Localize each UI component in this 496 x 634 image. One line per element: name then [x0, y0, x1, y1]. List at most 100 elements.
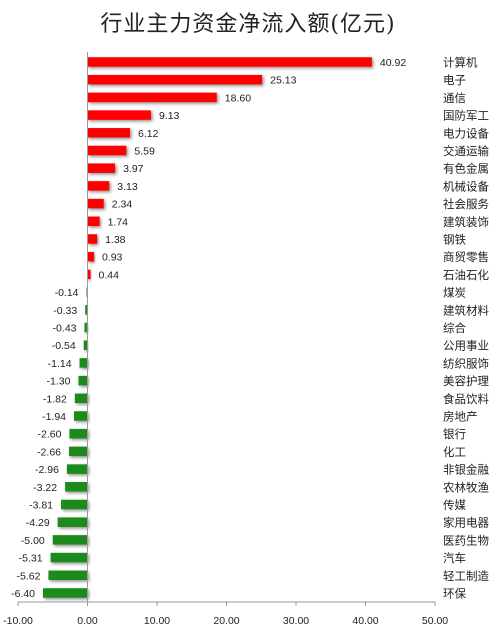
- category-label: 环保: [443, 587, 466, 601]
- value-label: 5.59: [134, 146, 155, 158]
- category-label: 机械设备: [443, 179, 489, 193]
- bar-传媒: [61, 499, 88, 510]
- bar-建筑装饰: [87, 216, 100, 227]
- category-label: 公用事业: [443, 340, 489, 353]
- value-label: 1.74: [108, 216, 129, 228]
- value-label: -1.82: [43, 393, 67, 405]
- bar-化工: [69, 446, 88, 457]
- category-label: 电子: [443, 74, 466, 87]
- value-label: -1.14: [48, 358, 72, 370]
- bar-非银金融: [66, 464, 88, 474]
- bar-综合: [84, 322, 88, 333]
- bar-交通运输: [87, 145, 127, 156]
- category-label: 传媒: [443, 498, 466, 512]
- value-label: -2.60: [37, 429, 61, 441]
- category-label: 有色金属: [443, 162, 489, 176]
- value-label: -6.40: [11, 588, 35, 600]
- bar-美容护理: [78, 375, 88, 386]
- value-label: -1.30: [47, 376, 71, 388]
- value-label: 3.97: [123, 163, 144, 175]
- bar-社会服务: [87, 198, 104, 209]
- category-label: 交通运输: [443, 144, 489, 158]
- value-label: 0.44: [99, 269, 120, 281]
- value-label: 0.93: [102, 252, 123, 264]
- bar-医药生物: [52, 535, 88, 545]
- x-axis: -10.00 0.00 10.00 20.00 30.00 40.00 50.00: [3, 52, 448, 627]
- chart-title: 行业主力资金净流入额(亿元): [100, 12, 396, 37]
- x-tick-label: 30.00: [283, 615, 309, 627]
- value-labels-group: 40.92 25.13 18.60 9.136.12 5.59 3.97 3.13 2.34 1…: [11, 57, 406, 600]
- category-label: 美容护理: [443, 374, 489, 388]
- bar-公用事业: [83, 340, 88, 350]
- category-label: 钢铁: [443, 234, 466, 247]
- category-label: 食品饮料: [443, 392, 489, 406]
- category-label: 家用电器: [443, 516, 489, 530]
- category-label: 汽车: [443, 551, 466, 565]
- bar-电力设备: [87, 128, 131, 138]
- bar-食品饮料: [74, 393, 88, 404]
- category-labels-group: 计算机电子通信国防军工电力设备交通运输有色金属机械设备社会服务建筑装饰钢铁商贸零…: [443, 56, 489, 601]
- bar-石油石化: [87, 269, 91, 280]
- bar-商贸零售: [87, 251, 94, 262]
- bar-有色金属: [87, 163, 116, 173]
- x-tick-label: 50.00: [422, 615, 448, 627]
- value-label: -2.66: [37, 446, 61, 458]
- bar-电子: [87, 74, 263, 85]
- value-label: -5.62: [17, 570, 41, 582]
- category-label: 商贸零售: [443, 250, 489, 264]
- x-tick-label: 40.00: [352, 615, 378, 627]
- category-label: 建筑装饰: [443, 215, 489, 229]
- value-label: -0.43: [53, 323, 77, 335]
- category-label: 轻工制造: [443, 569, 489, 583]
- bar-轻工制造: [48, 570, 88, 581]
- x-tick-label: 20.00: [213, 615, 239, 627]
- category-label: 国防军工: [443, 109, 489, 123]
- value-label: 9.13: [159, 110, 180, 122]
- bar-农林牧渔: [65, 482, 88, 492]
- category-label: 化工: [443, 445, 466, 459]
- bar-纺织服饰: [79, 358, 88, 368]
- category-label: 农林牧渔: [443, 480, 489, 494]
- value-label: -5.00: [21, 535, 45, 547]
- bar-银行: [69, 428, 88, 439]
- x-tick-label: 10.00: [144, 615, 170, 627]
- value-label: 6.12: [138, 128, 159, 140]
- value-label: -3.81: [29, 500, 53, 512]
- bar-环保: [43, 588, 88, 598]
- value-label: 40.92: [380, 57, 406, 69]
- category-label: 医药生物: [443, 533, 489, 547]
- x-tick-label: -10.00: [3, 615, 33, 627]
- category-label: 电力设备: [443, 126, 489, 140]
- category-label: 通信: [443, 92, 466, 105]
- category-label: 房地产: [443, 410, 478, 424]
- value-label: -3.22: [33, 482, 57, 494]
- value-label: -0.14: [55, 287, 79, 299]
- bar-通信: [87, 92, 217, 103]
- category-label: 纺织服饰: [443, 356, 489, 370]
- bar-家用电器: [57, 517, 88, 527]
- value-label: -0.54: [52, 340, 76, 352]
- bar-房地产: [74, 411, 88, 421]
- value-label: -0.33: [53, 305, 77, 317]
- value-label: -1.94: [42, 411, 66, 423]
- category-label: 银行: [443, 427, 466, 441]
- value-label: -5.31: [19, 553, 43, 565]
- value-label: 2.34: [112, 199, 133, 211]
- bars-group: [43, 57, 372, 598]
- bar-建筑材料: [85, 305, 88, 315]
- category-label: 煤炭: [443, 287, 466, 300]
- category-label: 计算机: [443, 56, 478, 70]
- bar-钢铁: [87, 234, 98, 244]
- bar-计算机: [87, 57, 372, 67]
- value-label: 25.13: [270, 75, 296, 87]
- value-label: -2.96: [35, 464, 59, 476]
- value-label: 3.13: [117, 181, 138, 193]
- value-label: -4.29: [26, 517, 50, 529]
- value-label: 18.60: [225, 92, 251, 104]
- value-label: 1.38: [105, 234, 126, 246]
- x-tick-label: 0.00: [77, 615, 98, 627]
- bar-国防军工: [87, 110, 151, 120]
- category-label: 社会服务: [443, 197, 489, 211]
